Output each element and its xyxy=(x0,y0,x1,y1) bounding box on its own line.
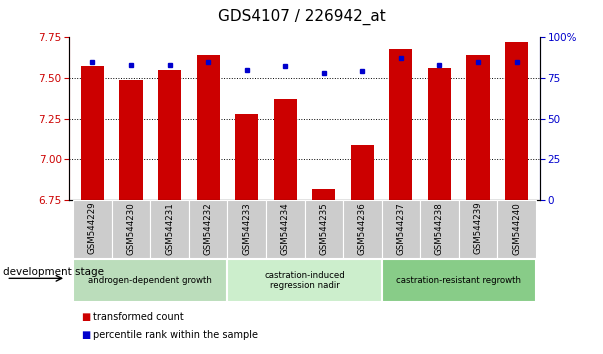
Bar xyxy=(227,200,266,258)
Bar xyxy=(343,200,382,258)
Bar xyxy=(158,70,181,200)
Text: GSM544235: GSM544235 xyxy=(320,202,328,255)
Text: GSM544238: GSM544238 xyxy=(435,202,444,255)
Text: castration-induced
regression nadir: castration-induced regression nadir xyxy=(264,271,345,290)
Bar xyxy=(312,189,335,200)
Bar xyxy=(227,259,382,302)
Text: GSM544231: GSM544231 xyxy=(165,202,174,255)
Bar xyxy=(382,200,420,258)
Bar xyxy=(382,259,536,302)
Bar xyxy=(189,200,227,258)
Bar xyxy=(266,200,305,258)
Bar xyxy=(235,114,258,200)
Bar xyxy=(467,55,490,200)
Text: GSM544229: GSM544229 xyxy=(88,202,97,255)
Text: GSM544236: GSM544236 xyxy=(358,202,367,255)
Bar xyxy=(390,48,412,200)
Text: castration-resistant regrowth: castration-resistant regrowth xyxy=(396,276,521,285)
Text: development stage: development stage xyxy=(3,267,104,277)
Bar xyxy=(420,200,459,258)
Text: percentile rank within the sample: percentile rank within the sample xyxy=(93,330,259,339)
Text: GSM544237: GSM544237 xyxy=(396,202,405,255)
Text: androgen-dependent growth: androgen-dependent growth xyxy=(89,276,212,285)
Text: GSM544240: GSM544240 xyxy=(512,202,521,255)
Text: GSM544232: GSM544232 xyxy=(204,202,213,255)
Bar xyxy=(150,200,189,258)
Bar xyxy=(428,68,451,200)
Text: GDS4107 / 226942_at: GDS4107 / 226942_at xyxy=(218,9,385,25)
Bar xyxy=(459,200,497,258)
Bar xyxy=(197,55,219,200)
Text: ■: ■ xyxy=(81,312,90,322)
Text: GSM544230: GSM544230 xyxy=(127,202,136,255)
Bar xyxy=(73,200,112,258)
Bar xyxy=(305,200,343,258)
Bar xyxy=(351,145,374,200)
Text: GSM544234: GSM544234 xyxy=(281,202,289,255)
Text: GSM544233: GSM544233 xyxy=(242,202,251,255)
Bar xyxy=(497,200,536,258)
Bar xyxy=(81,67,104,200)
Bar xyxy=(119,80,142,200)
Text: ■: ■ xyxy=(81,330,90,339)
Bar xyxy=(112,200,150,258)
Bar xyxy=(505,42,528,200)
Text: transformed count: transformed count xyxy=(93,312,184,322)
Bar xyxy=(73,259,227,302)
Bar xyxy=(274,99,297,200)
Text: GSM544239: GSM544239 xyxy=(473,202,482,255)
